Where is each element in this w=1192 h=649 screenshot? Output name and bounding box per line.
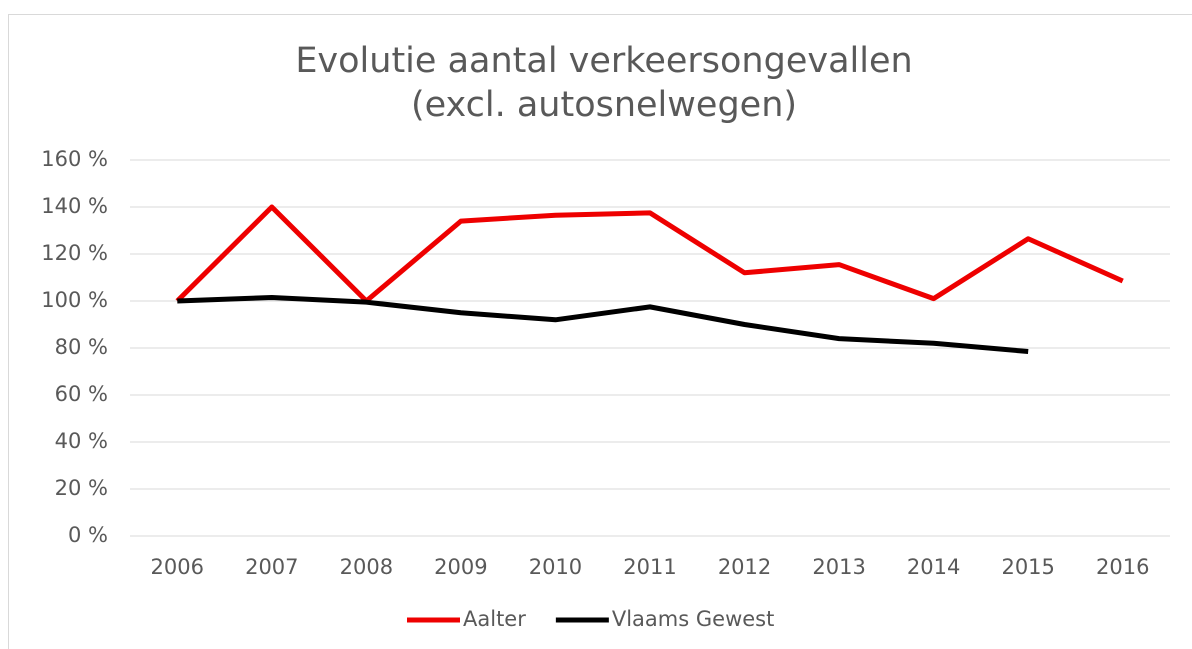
legend-label: Vlaams Gewest — [612, 607, 774, 631]
y-tick-label: 160 % — [41, 147, 108, 171]
line-series — [175, 204, 1124, 304]
x-tick-label: 2007 — [245, 555, 298, 579]
chart-border — [8, 14, 1192, 649]
x-tick-label: 2013 — [812, 555, 865, 579]
line-series — [177, 294, 1029, 355]
x-tick-label: 2016 — [1096, 555, 1149, 579]
y-tick-label: 0 % — [68, 523, 108, 547]
y-tick-label: 120 % — [41, 241, 108, 265]
y-tick-label: 20 % — [55, 476, 108, 500]
x-tick-label: 2009 — [434, 555, 487, 579]
x-tick-label: 2012 — [718, 555, 771, 579]
y-tick-label: 100 % — [41, 288, 108, 312]
y-tick-label: 40 % — [55, 429, 108, 453]
chart-title: (excl. autosnelwegen) — [411, 85, 797, 125]
x-tick-label: 2011 — [623, 555, 676, 579]
x-tick-label: 2010 — [529, 555, 582, 579]
y-tick-label: 80 % — [55, 335, 108, 359]
chart-title: Evolutie aantal verkeersongevallen — [295, 41, 912, 81]
y-tick-label: 140 % — [41, 194, 108, 218]
legend-label: Aalter — [463, 607, 526, 631]
x-tick-label: 2006 — [151, 555, 204, 579]
y-tick-label: 60 % — [55, 382, 108, 406]
x-tick-label: 2008 — [340, 555, 393, 579]
x-tick-label: 2015 — [1001, 555, 1054, 579]
x-tick-label: 2014 — [907, 555, 960, 579]
